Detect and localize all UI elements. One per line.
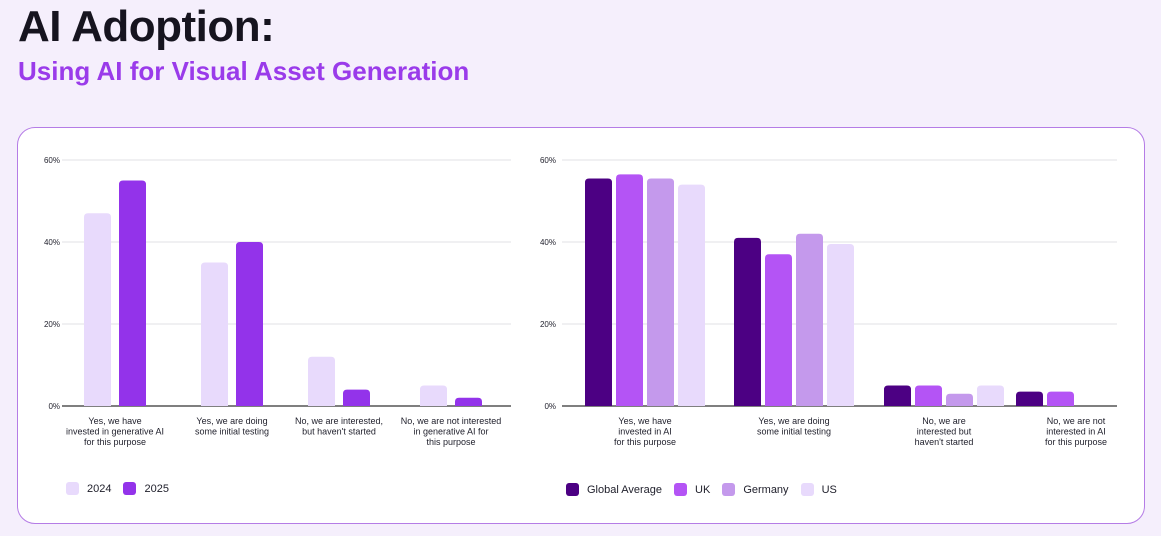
- bar-uk: [915, 385, 942, 406]
- category-label: Yes, we have invested in AI for this purpo…: [614, 416, 676, 447]
- bar-2024: [308, 356, 335, 406]
- category-label: Yes, we have invested in generative AI for…: [66, 416, 164, 447]
- legend-item-global-average: Global Average: [566, 483, 662, 496]
- y-tick-label: 60%: [44, 156, 60, 165]
- bar-germany: [796, 233, 823, 406]
- legend-country: Global Average UK Germany US: [566, 483, 849, 496]
- y-tick-label: 40%: [44, 238, 60, 247]
- page-title: AI Adoption:: [18, 2, 275, 51]
- category-label: No, we are interested but haven't started: [915, 416, 974, 447]
- category-label: Yes, we are doing some initial testing: [195, 416, 269, 437]
- bar-us: [678, 184, 705, 406]
- legend-label: 2025: [144, 482, 169, 495]
- category-label: No, we are interested, but haven't starte…: [295, 416, 383, 437]
- bar-us: [827, 244, 854, 406]
- bar-global-average: [1016, 391, 1043, 406]
- bar-us: [977, 385, 1004, 406]
- legend-item-uk: UK: [674, 483, 710, 496]
- legend-label: US: [821, 483, 837, 496]
- bar-2024: [420, 385, 447, 406]
- legend-item-2024: 2024: [66, 482, 111, 495]
- legend-label: 2024: [87, 482, 112, 495]
- legend-label: UK: [695, 483, 711, 496]
- bar-uk: [765, 254, 792, 406]
- bar-germany: [946, 393, 973, 406]
- legend-label: Global Average: [587, 483, 663, 496]
- bar-2025: [343, 389, 370, 406]
- bar-2025: [119, 180, 146, 406]
- legend-swatch: [66, 482, 79, 495]
- y-tick-label: 20%: [540, 320, 556, 329]
- category-label: No, we are not interested in generative A…: [401, 416, 502, 447]
- bar-uk: [1047, 391, 1074, 406]
- bar-2024: [201, 262, 228, 406]
- legend-item-germany: Germany: [722, 483, 789, 496]
- category-label: No, we are not interested in AI for this p…: [1045, 416, 1107, 447]
- category-label: Yes, we are doing some initial testing: [757, 416, 831, 437]
- legend-swatch: [800, 483, 814, 496]
- legend-swatch: [722, 483, 736, 496]
- legend-swatch: [566, 483, 579, 496]
- legend-year: 2024 2025: [66, 482, 181, 495]
- bar-2025: [455, 397, 482, 406]
- bar-germany: [647, 178, 674, 406]
- y-tick-label: 40%: [540, 238, 556, 247]
- legend-item-2025: 2025: [123, 482, 169, 495]
- bar-global-average: [734, 237, 761, 406]
- legend-swatch: [123, 482, 137, 495]
- bar-global-average: [884, 385, 911, 406]
- y-tick-label: 0%: [544, 402, 556, 411]
- y-tick-label: 0%: [48, 402, 60, 411]
- bar-uk: [616, 174, 643, 406]
- legend-swatch: [674, 483, 688, 496]
- page-subtitle: Using AI for Visual Asset Generation: [18, 56, 470, 86]
- y-tick-label: 20%: [44, 320, 60, 329]
- legend-item-us: US: [800, 483, 837, 496]
- y-tick-label: 60%: [540, 156, 556, 165]
- bar-global-average: [585, 178, 612, 406]
- legend-label: Germany: [743, 483, 789, 496]
- bar-2025: [236, 242, 263, 406]
- bar-2024: [84, 213, 111, 406]
